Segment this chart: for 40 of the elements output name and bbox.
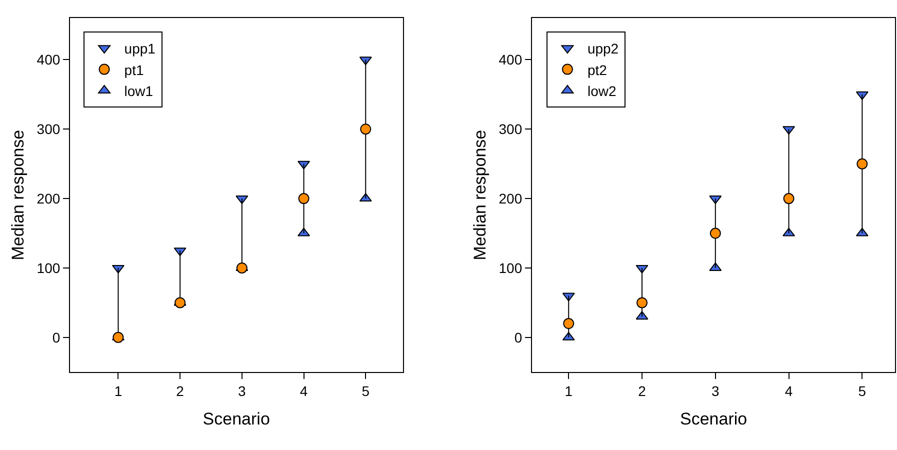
legend-label: pt2 [587,62,608,78]
point [236,262,248,274]
point [563,318,574,330]
x-tick-label: 2 [638,382,646,399]
x-axis-title: Scenario [202,409,270,428]
y-axis-title: Median response [470,130,490,260]
x-tick-label: 5 [858,382,866,399]
x-tick-label: 1 [114,382,122,399]
point [112,332,124,343]
legend-label: low1 [124,82,154,99]
y-tick-label: 0 [514,329,522,346]
x-tick-label: 4 [300,382,308,399]
y-axis-title: Median response [8,130,28,260]
y-tick-label: 200 [498,190,522,206]
point [174,297,186,308]
y-tick-label: 100 [498,260,522,276]
legend-label: upp2 [587,40,619,57]
point [636,297,648,308]
legend-label: low2 [587,82,616,99]
point [298,193,310,204]
x-tick-label: 4 [784,382,793,399]
x-tick-label: 1 [564,382,573,399]
x-tick-label: 5 [362,382,370,399]
y-tick-label: 100 [36,260,60,276]
y-tick-label: 400 [36,52,60,68]
y-tick-label: 300 [36,121,60,138]
point [710,228,721,239]
y-tick-label: 400 [498,52,522,68]
legend-label: upp1 [124,40,156,57]
y-tick-label: 0 [52,329,60,346]
y-tick-label: 300 [498,121,522,138]
point [856,158,868,170]
point [360,124,372,135]
y-tick-label: 200 [36,190,60,206]
x-tick-label: 3 [712,382,720,399]
legend-label: pt1 [124,62,144,78]
x-tick-label: 3 [238,382,246,399]
x-tick-label: 2 [176,382,184,399]
x-axis-title: Scenario [680,409,748,428]
point [783,193,794,204]
